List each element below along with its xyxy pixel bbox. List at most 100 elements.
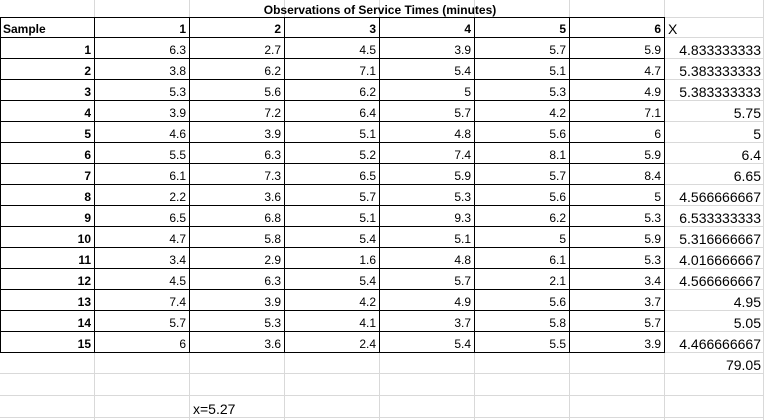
sample-number: 15 [0,332,95,353]
observation: 8.4 [570,164,665,185]
grid-cell [380,353,475,374]
observation: 6.2 [285,80,380,101]
observation: 3.6 [190,332,285,353]
grid-cell [665,0,764,18]
grid-cell [570,396,665,418]
grid-cell [475,353,570,374]
sample-mean: 6.65 [733,168,761,184]
grid-cell [570,374,665,396]
observation: 9.3 [380,206,475,227]
grid-cell [190,374,285,396]
observation: 7.3 [190,164,285,185]
sample-number: 7 [0,164,95,185]
observation: 7.1 [570,101,665,122]
sample-number: 5 [0,122,95,143]
observation: 5.8 [190,227,285,248]
observation: 5.1 [285,122,380,143]
sample-number: 13 [0,290,95,311]
observation: 5.5 [95,143,190,164]
observation: 6.5 [285,164,380,185]
sample-mean: 5.383333333 [679,63,761,79]
grid-cell [285,418,380,420]
observation: 6.3 [190,269,285,290]
sample-number: 8 [0,185,95,206]
observation: 2.7 [190,38,285,59]
observation: 4.8 [380,248,475,269]
observation: 5.6 [475,290,570,311]
observation: 6 [570,122,665,143]
observation: 6.3 [95,38,190,59]
observation: 5.7 [570,311,665,332]
sample-number: 12 [0,269,95,290]
observation: 4.5 [95,269,190,290]
sample-mean: 4.566666667 [679,189,761,205]
grid-cell [570,353,665,374]
sample-mean: 5.75 [733,105,761,121]
grid-cell [665,374,764,396]
grid-cell [285,353,380,374]
grid-cell [570,418,665,420]
grid-cell [285,374,380,396]
sample-number: 6 [0,143,95,164]
observation: 7.4 [95,290,190,311]
observation: 3.9 [380,38,475,59]
observation: 1.6 [285,248,380,269]
observation: 5.7 [380,101,475,122]
observation: 5.5 [475,332,570,353]
observation: 6 [95,332,190,353]
sample-mean: 6.533333333 [679,210,761,226]
column-header: 1 [95,18,190,38]
sample-number: 14 [0,311,95,332]
observation: 5.1 [285,206,380,227]
grid-cell [475,374,570,396]
grid-cell [285,396,380,418]
column-header: 3 [285,18,380,38]
observation: 5.3 [190,311,285,332]
table-frame [0,17,665,353]
observation: 5.4 [285,227,380,248]
column-header: X [668,21,678,37]
observation: 3.7 [380,311,475,332]
observation: 2.1 [475,269,570,290]
grid-cell [190,353,285,374]
observation: 5.1 [475,59,570,80]
grid-cell [475,396,570,418]
observation: 5.7 [380,269,475,290]
observation: 5.9 [570,143,665,164]
grand-total: 79.05 [725,357,761,373]
observation: 5.3 [570,206,665,227]
observation: 5.1 [380,227,475,248]
observation: 5.3 [570,248,665,269]
sample-number: 2 [0,59,95,80]
observation: 5.6 [475,122,570,143]
grid-cell [0,353,95,374]
observation: 3.9 [570,332,665,353]
sample-number: 9 [0,206,95,227]
observation: 3.7 [570,290,665,311]
grid-cell [190,418,285,420]
observation: 2.4 [285,332,380,353]
observation: 5.4 [285,269,380,290]
observation: 6.1 [475,248,570,269]
observation: 3.8 [95,59,190,80]
sample-mean: 5.316666667 [679,231,761,247]
observation: 2.2 [95,185,190,206]
grid-cell [95,374,190,396]
observation: 2.9 [190,248,285,269]
observation: 5.7 [475,38,570,59]
observation: 5.7 [285,185,380,206]
observation: 6.3 [190,143,285,164]
grid-cell [380,374,475,396]
observation: 3.4 [95,248,190,269]
sample-number: 1 [0,38,95,59]
observation: 4.9 [570,80,665,101]
grid-cell [190,396,285,418]
grid-cell [0,0,95,18]
observation: 6.8 [190,206,285,227]
observation: 5 [570,185,665,206]
grid-cell [665,396,764,418]
sample-mean: 4.466666667 [679,336,761,352]
observation: 3.4 [570,269,665,290]
sample-mean: 6.4 [741,147,761,163]
observation: 5.9 [570,227,665,248]
